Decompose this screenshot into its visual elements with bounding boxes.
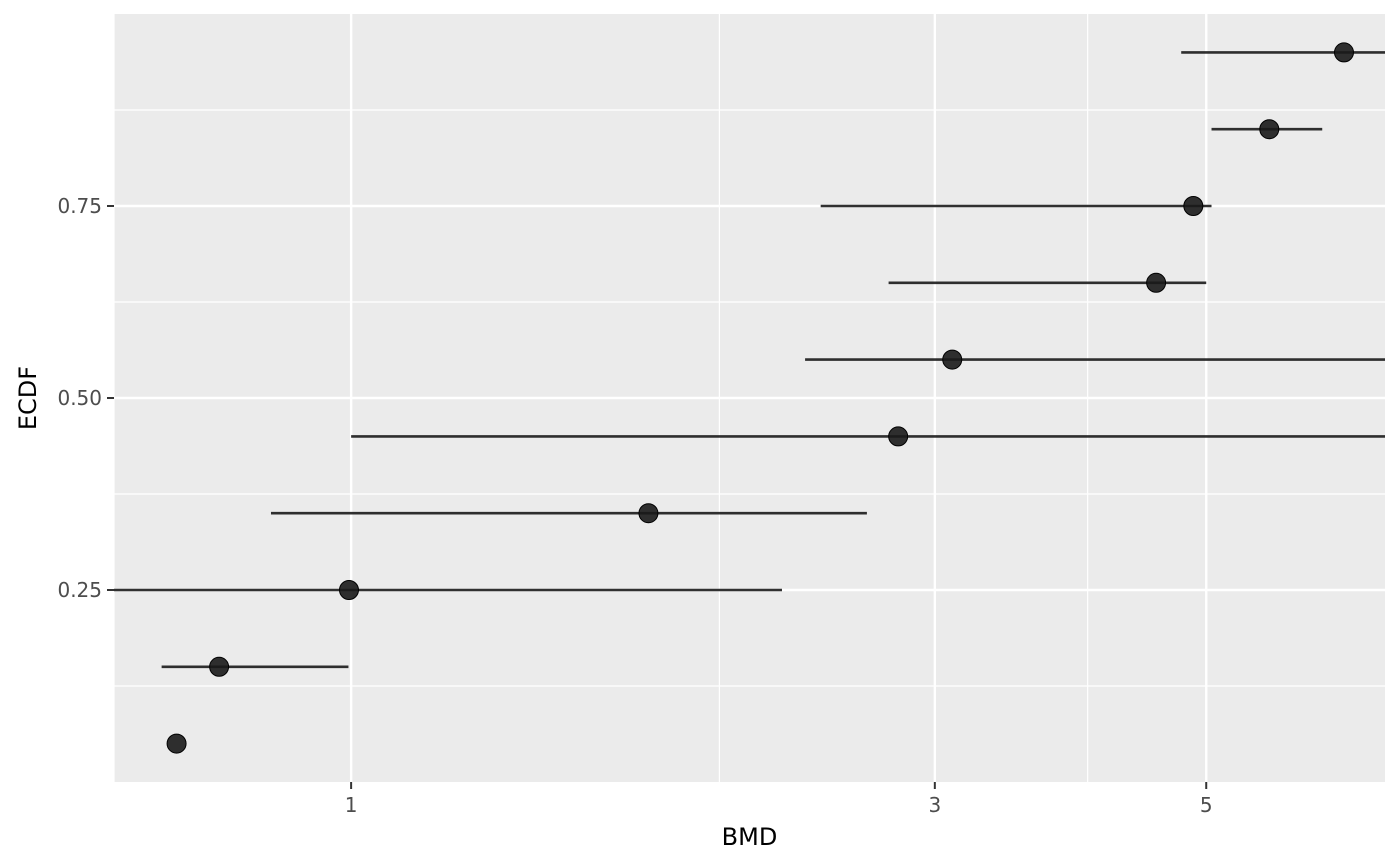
x-tick-label: 5	[1200, 793, 1213, 817]
data-point	[1333, 42, 1354, 63]
x-axis: 1 3 5	[345, 782, 1213, 817]
data-point	[1183, 196, 1204, 216]
data-point	[1259, 119, 1280, 140]
data-point	[166, 733, 187, 754]
data-point	[888, 426, 909, 447]
y-tick-label: 0.25	[57, 578, 102, 602]
x-tick-label: 1	[345, 793, 358, 817]
y-tick-label: 0.75	[57, 194, 102, 218]
data-points	[166, 42, 1354, 754]
data-point	[338, 580, 359, 600]
data-point	[209, 656, 230, 677]
x-axis-title: BMD	[722, 823, 778, 851]
data-point	[942, 349, 963, 370]
y-tick-label: 0.50	[57, 386, 102, 410]
data-point	[638, 503, 659, 524]
y-axis: 0.25 0.50 0.75	[57, 194, 114, 602]
data-point	[1146, 272, 1167, 293]
x-tick-label: 3	[928, 793, 941, 817]
y-axis-title: ECDF	[14, 366, 42, 430]
